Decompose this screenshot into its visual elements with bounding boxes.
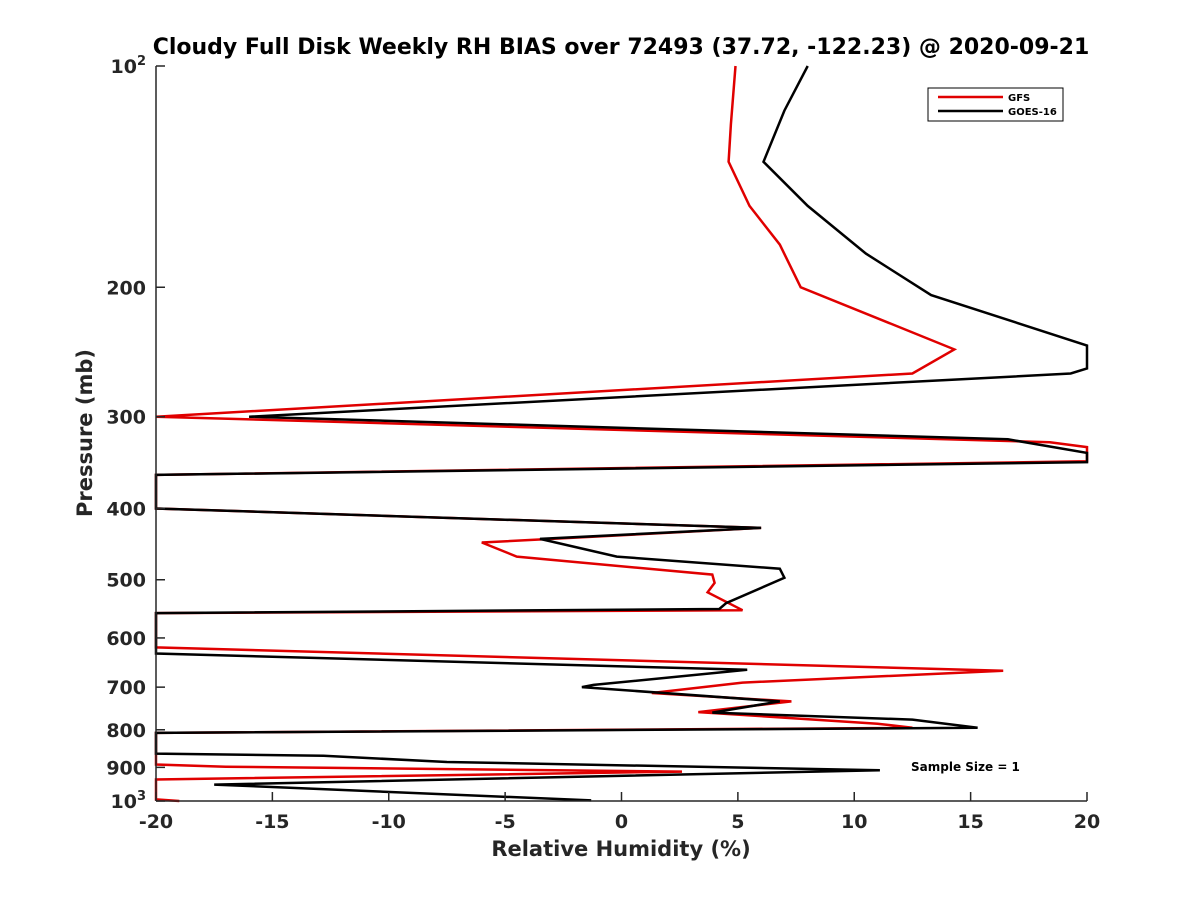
legend-label: GFS [1008, 93, 1030, 104]
y-tick-label: 500 [106, 570, 146, 592]
y-tick-label: 800 [106, 720, 146, 742]
x-tick-label: -10 [372, 811, 406, 833]
x-axis-label: Relative Humidity (%) [491, 837, 750, 861]
y-tick-label: 102 [111, 54, 147, 78]
x-tick-label: -5 [495, 811, 516, 833]
legend-label: GOES-16 [1008, 107, 1057, 118]
series-layer [154, 65, 1089, 803]
legend: GFS GOES-16 [927, 87, 1064, 122]
x-ticks: -20 -15 -10 -5 0 5 10 15 20 [139, 792, 1100, 833]
sample-size-annotation: Sample Size = 1 [911, 760, 1020, 774]
series-line-goes-16 [154, 65, 1089, 802]
y-tick-label: 300 [106, 407, 146, 429]
y-tick-label: 900 [106, 757, 146, 779]
x-tick-label: 15 [957, 811, 983, 833]
y-tick-label: 700 [106, 677, 146, 699]
x-tick-label: -20 [139, 811, 173, 833]
y-axis-label: Pressure (mb) [73, 349, 97, 517]
legend-box [927, 87, 1064, 122]
y-ticks: 102 200 300 400 500 600 700 800 900 103 [106, 54, 165, 813]
chart-title: Cloudy Full Disk Weekly RH BIAS over 724… [153, 35, 1090, 60]
x-tick-label: 10 [841, 811, 867, 833]
y-tick-label: 600 [106, 628, 146, 650]
y-tick-label: 200 [106, 277, 146, 299]
y-tick-label: 103 [111, 789, 147, 813]
x-tick-label: -15 [255, 811, 289, 833]
x-tick-label: 5 [731, 811, 744, 833]
y-tick-label: 400 [106, 499, 146, 521]
x-tick-label: 0 [615, 811, 628, 833]
x-tick-label: 20 [1074, 811, 1100, 833]
